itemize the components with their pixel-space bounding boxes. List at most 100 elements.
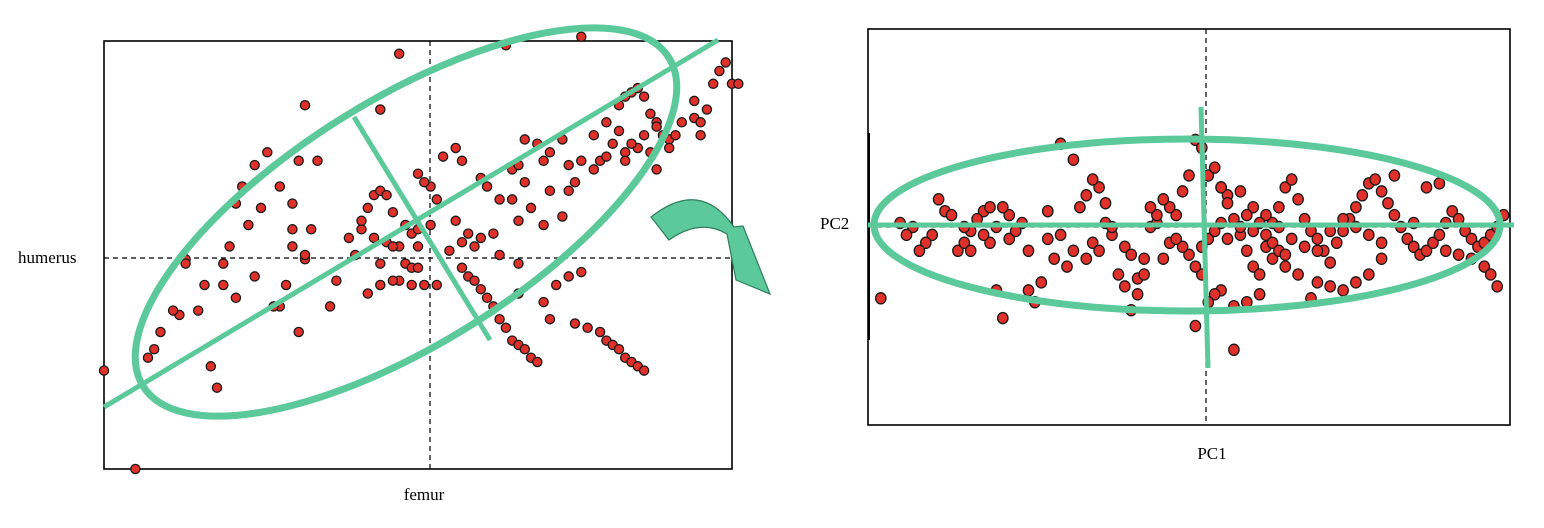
data-point-right <box>1086 173 1099 186</box>
data-point-left <box>538 155 549 167</box>
data-point-left <box>412 168 424 179</box>
data-point-right <box>1093 181 1105 194</box>
data-point-left <box>412 262 424 274</box>
data-point-left <box>588 164 600 175</box>
rotation-arrow-icon <box>650 199 772 296</box>
data-point-left <box>469 241 480 252</box>
data-point-left <box>305 224 317 235</box>
data-point-left <box>375 104 386 115</box>
data-point-left <box>707 78 719 90</box>
data-point-right <box>1093 244 1105 258</box>
data-point-right <box>1170 208 1183 222</box>
data-point-right <box>1067 153 1080 166</box>
data-point-left <box>532 356 543 368</box>
data-point-right <box>958 236 971 250</box>
data-point-left <box>425 219 436 231</box>
data-point-left <box>387 206 399 218</box>
data-point-right <box>1183 169 1195 182</box>
data-point-left <box>594 326 606 338</box>
data-point-left <box>224 241 235 252</box>
data-point-right <box>1439 244 1452 258</box>
data-point-left <box>475 232 487 244</box>
data-point-right <box>1221 196 1234 210</box>
data-point-right <box>1041 204 1054 218</box>
data-point-left <box>218 279 229 291</box>
data-point-left <box>230 292 242 304</box>
data-point-right <box>1285 232 1298 246</box>
data-point-right <box>964 244 977 258</box>
data-point-right <box>1420 181 1433 194</box>
data-point-right <box>1125 248 1138 261</box>
data-point-right <box>1080 189 1093 202</box>
data-point-left <box>563 159 574 171</box>
data-point-left <box>444 245 455 256</box>
data-point-left <box>506 194 518 205</box>
data-point-left <box>243 219 254 231</box>
data-point-right <box>977 228 990 242</box>
data-point-right <box>1157 252 1170 265</box>
data-point-left <box>733 78 744 90</box>
data-point-left <box>607 138 618 149</box>
data-point-left <box>638 365 650 376</box>
data-point-right <box>1215 181 1227 194</box>
data-point-left <box>619 155 631 167</box>
data-point-left <box>645 108 656 120</box>
data-point-left <box>563 271 574 282</box>
data-point-left <box>569 176 581 188</box>
data-point-left <box>375 279 386 291</box>
data-point-right <box>1337 284 1349 297</box>
data-point-right <box>1311 244 1324 258</box>
data-point-right <box>1388 169 1401 182</box>
data-point-left <box>362 288 374 299</box>
data-point-left <box>387 275 399 286</box>
data-point-right <box>1311 232 1324 246</box>
data-point-right <box>932 193 945 206</box>
data-point-left <box>519 176 531 188</box>
data-point-right <box>1465 232 1478 246</box>
data-point-right <box>1189 260 1202 273</box>
data-point-right <box>1330 236 1343 250</box>
data-point-right <box>1061 260 1073 273</box>
data-point-left <box>312 155 323 167</box>
data-point-right <box>1234 185 1247 198</box>
data-point-left <box>167 305 179 316</box>
data-point-right <box>926 228 939 242</box>
data-point-right <box>1433 177 1446 190</box>
data-point-left <box>287 198 298 209</box>
data-point-right <box>1118 280 1131 293</box>
data-point-left <box>519 134 531 145</box>
data-point-left <box>494 194 505 205</box>
data-point-right <box>1375 252 1388 265</box>
data-point-right <box>1350 200 1362 214</box>
data-point-left <box>387 241 399 252</box>
data-point-left <box>205 361 217 372</box>
data-point-left <box>513 258 524 269</box>
data-point-left <box>412 241 424 252</box>
data-point-right <box>1041 232 1054 246</box>
scatter-panel-femur-humerus: femur humerus <box>18 24 744 504</box>
data-point-left <box>601 151 612 162</box>
data-point-left <box>576 31 587 42</box>
principal-axis-pc2 <box>1198 106 1211 369</box>
data-point-left <box>211 382 223 393</box>
data-point-right <box>1260 228 1272 242</box>
data-point-right <box>1112 268 1125 281</box>
data-point-right <box>1285 173 1298 186</box>
data-point-right <box>1279 248 1292 261</box>
data-point-left <box>519 343 531 355</box>
data-point-left <box>199 279 210 291</box>
data-point-right <box>952 244 964 258</box>
data-point-right <box>1311 276 1324 289</box>
data-point-right <box>1362 228 1375 242</box>
data-point-left <box>293 326 304 338</box>
data-point-left <box>456 155 468 167</box>
data-point-left <box>695 117 706 128</box>
data-point-left <box>142 352 154 363</box>
data-point-right <box>1279 181 1292 194</box>
data-point-left <box>469 275 480 286</box>
x-axis-label-pc1: PC1 <box>1197 444 1226 463</box>
data-point-left <box>613 343 625 355</box>
data-point-right <box>1491 280 1504 293</box>
data-point-right <box>1292 268 1304 281</box>
data-point-left <box>180 258 191 269</box>
